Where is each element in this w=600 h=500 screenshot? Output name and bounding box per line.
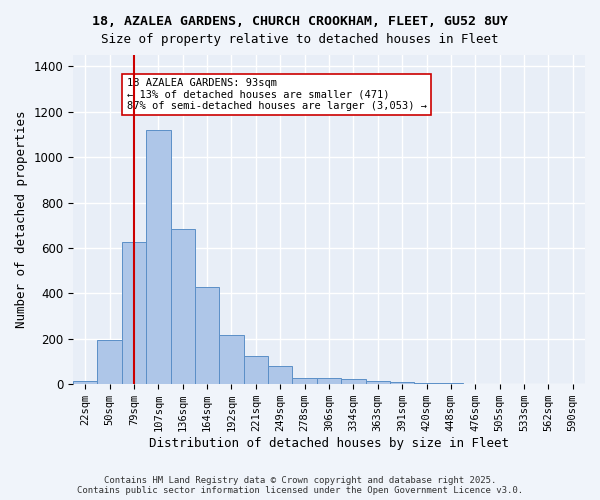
Bar [341, 379, 365, 384]
Bar [390, 382, 415, 384]
X-axis label: Distribution of detached houses by size in Fleet: Distribution of detached houses by size … [149, 437, 509, 450]
Bar [195, 288, 220, 384]
Bar [97, 340, 122, 384]
Y-axis label: Number of detached properties: Number of detached properties [15, 111, 28, 328]
Bar [317, 378, 341, 384]
Bar [244, 356, 268, 384]
Bar [170, 228, 195, 384]
Bar [439, 383, 463, 384]
Bar [122, 242, 146, 384]
Bar [268, 366, 292, 384]
Bar [220, 335, 244, 384]
Bar [146, 130, 170, 384]
Bar [73, 381, 97, 384]
Text: 18 AZALEA GARDENS: 93sqm
← 13% of detached houses are smaller (471)
87% of semi-: 18 AZALEA GARDENS: 93sqm ← 13% of detach… [127, 78, 427, 111]
Text: Size of property relative to detached houses in Fleet: Size of property relative to detached ho… [101, 32, 499, 46]
Bar [365, 382, 390, 384]
Text: Contains HM Land Registry data © Crown copyright and database right 2025.
Contai: Contains HM Land Registry data © Crown c… [77, 476, 523, 495]
Bar [415, 383, 439, 384]
Text: 18, AZALEA GARDENS, CHURCH CROOKHAM, FLEET, GU52 8UY: 18, AZALEA GARDENS, CHURCH CROOKHAM, FLE… [92, 15, 508, 28]
Bar [292, 378, 317, 384]
